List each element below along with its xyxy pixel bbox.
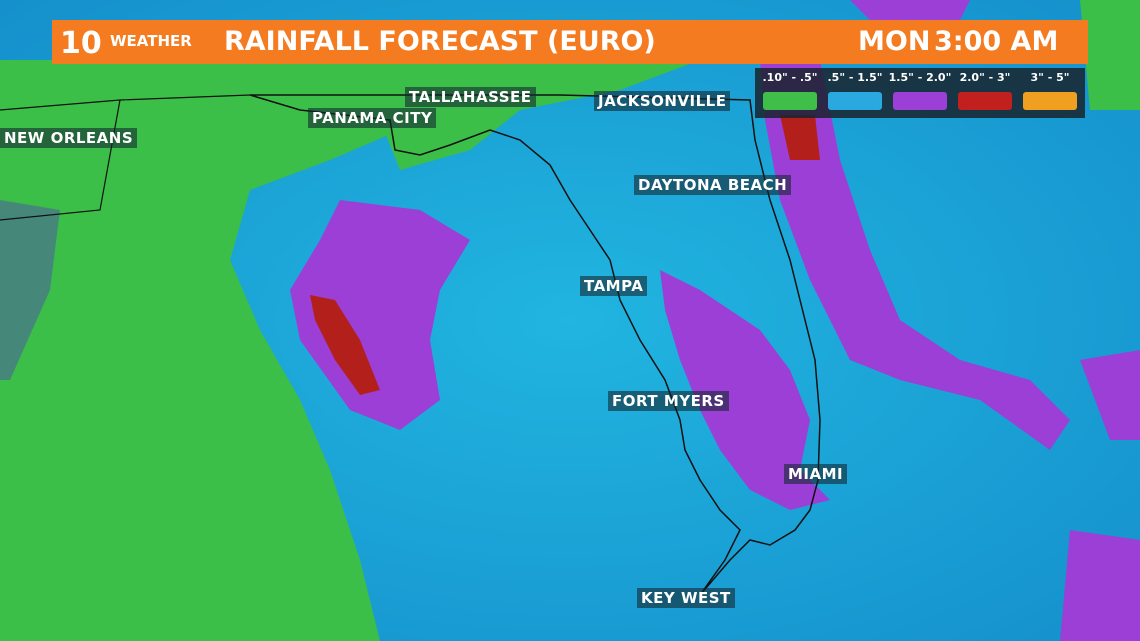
legend-swatch xyxy=(958,92,1012,110)
header-bar: 10 WEATHER RAINFALL FORECAST (EURO) MON … xyxy=(52,20,1088,64)
city-label: MIAMI xyxy=(784,464,848,484)
legend-swatch xyxy=(763,92,817,110)
legend-label: .10" - .5" xyxy=(762,71,818,84)
rain-purple xyxy=(1060,530,1140,641)
legend-label: 3" - 5" xyxy=(1030,71,1070,84)
rain-purple xyxy=(1080,350,1140,440)
legend-label: .5" - 1.5" xyxy=(827,71,883,84)
title: RAINFALL FORECAST (EURO) xyxy=(224,26,656,57)
logo-word: WEATHER xyxy=(110,32,192,50)
rain-purple xyxy=(660,270,830,510)
rain-red xyxy=(310,295,380,395)
legend-swatch xyxy=(893,92,947,110)
florida-outline xyxy=(249,94,821,596)
rain-purple xyxy=(850,0,970,20)
land-gray xyxy=(0,200,60,380)
city-label: KEY WEST xyxy=(637,588,735,608)
city-label: DAYTONA BEACH xyxy=(634,175,792,195)
city-label: FORT MYERS xyxy=(608,391,729,411)
time: 3:00 AM xyxy=(934,26,1059,57)
city-label: JACKSONVILLE xyxy=(594,91,731,111)
rain-green xyxy=(1080,0,1140,110)
rain-purple xyxy=(290,200,470,430)
legend-label: 1.5" - 2.0" xyxy=(888,71,952,84)
logo-number: 10 xyxy=(60,26,102,61)
rain-green xyxy=(0,60,400,641)
legend-label: 2.0" - 3" xyxy=(959,71,1011,84)
city-label: NEW ORLEANS xyxy=(0,128,138,148)
day: MON xyxy=(858,26,931,57)
rain-red xyxy=(780,115,820,160)
legend-swatch xyxy=(828,92,882,110)
city-label: PANAMA CITY xyxy=(308,108,437,128)
legend: .10" - .5" .5" - 1.5" 1.5" - 2.0" 2.0" - 3"… xyxy=(755,68,1085,118)
rain-purple xyxy=(760,60,1070,450)
city-label: TALLAHASSEE xyxy=(405,87,536,107)
legend-swatch xyxy=(1023,92,1077,110)
city-label: TAMPA xyxy=(580,276,648,296)
